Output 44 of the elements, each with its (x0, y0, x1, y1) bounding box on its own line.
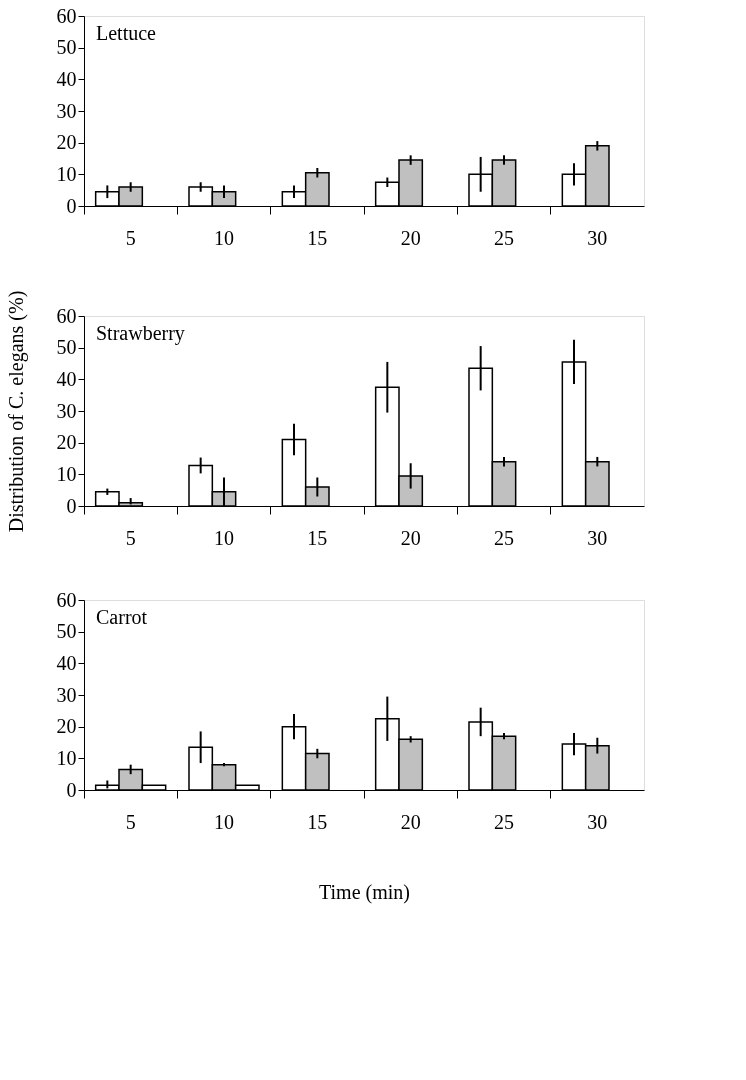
y-tick-label: 20 (56, 715, 77, 738)
x-tick-label: 25 (494, 226, 514, 249)
y-tick-label: 40 (56, 651, 77, 674)
y-tick-label: 0 (66, 778, 77, 801)
y-tick-label: 20 (56, 131, 77, 154)
y-tick-label: 30 (56, 99, 77, 122)
x-tick-label: 15 (307, 526, 328, 549)
x-tick-label: 20 (400, 810, 421, 833)
y-tick-label: 60 (56, 588, 77, 611)
y-tick-label: 20 (56, 431, 77, 454)
x-tick-label: 25 (494, 526, 514, 549)
y-tick-label: 10 (56, 162, 77, 185)
annotation: Carrot (96, 606, 148, 628)
x-tick-label: 30 (587, 810, 608, 833)
y-tick-label: 40 (56, 67, 77, 90)
y-tick-label: 40 (56, 367, 77, 390)
annotation: Strawberry (96, 322, 185, 345)
x-tick-label: 20 (400, 226, 421, 249)
x-tick-label: 15 (307, 810, 328, 833)
x-tick-label: 10 (214, 526, 234, 549)
y-axis-title: Distribution of C. elegans (%) (4, 290, 28, 533)
y-tick-label: 10 (56, 746, 77, 769)
x-tick-label: 5 (125, 810, 136, 833)
y-tick-label: 50 (56, 336, 77, 359)
y-tick-label: 50 (56, 620, 77, 643)
x-tick-label: 15 (307, 226, 328, 249)
y-tick-label: 50 (56, 36, 77, 59)
y-tick-label: 0 (66, 194, 77, 217)
x-tick-label: 10 (214, 226, 234, 249)
annotation: Lettuce (96, 22, 157, 44)
x-tick-label: 10 (214, 810, 234, 833)
y-tick-label: 10 (56, 462, 77, 485)
y-tick-label: 60 (56, 4, 77, 27)
x-tick-label: 5 (125, 226, 136, 249)
y-tick-label: 30 (56, 683, 77, 706)
x-tick-label: 25 (494, 810, 514, 833)
x-tick-label: 30 (587, 226, 608, 249)
y-tick-label: 60 (56, 304, 77, 327)
x-tick-label: 5 (125, 526, 136, 549)
x-tick-label: 30 (587, 526, 608, 549)
y-tick-label: 0 (66, 494, 77, 517)
x-axis-title: Time (min) (319, 880, 410, 904)
x-tick-label: 20 (400, 526, 421, 549)
y-tick-label: 30 (56, 399, 77, 422)
